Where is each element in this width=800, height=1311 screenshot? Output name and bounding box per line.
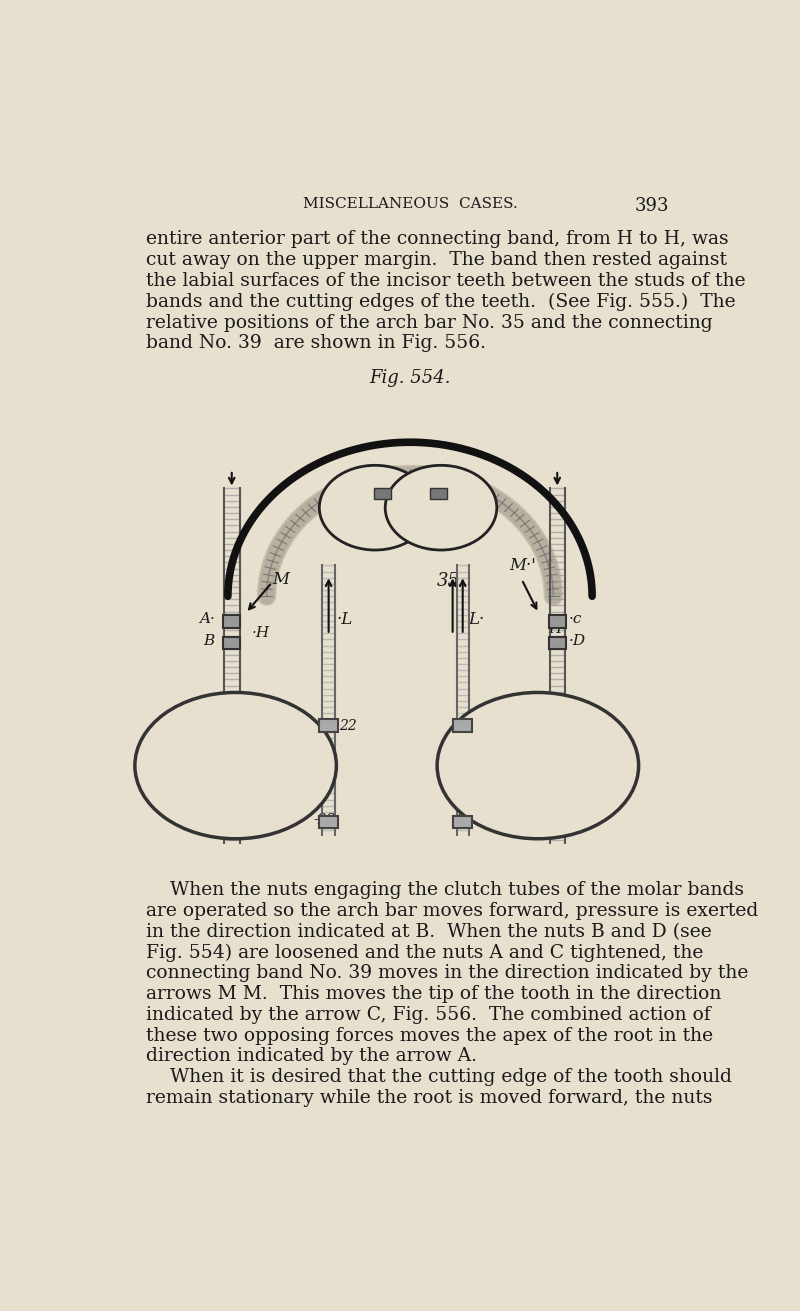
Text: When it is desired that the cutting edge of the tooth should: When it is desired that the cutting edge… [146,1068,732,1087]
Text: -22: -22 [313,813,336,826]
Text: the labial surfaces of the incisor teeth between the studs of the: the labial surfaces of the incisor teeth… [146,273,746,290]
Bar [319,815,338,829]
Bar [454,720,472,732]
Text: cut away on the upper margin.  The band then rested against: cut away on the upper margin. The band t… [146,252,727,269]
Text: 5: 5 [370,498,381,517]
Text: are operated so the arch bar moves forward, pressure is exerted: are operated so the arch bar moves forwa… [146,902,758,920]
Text: connecting band No. 39 moves in the direction indicated by the: connecting band No. 39 moves in the dire… [146,965,749,982]
Text: 35: 35 [437,572,460,590]
Bar [454,815,472,829]
Text: 22: 22 [469,718,486,733]
Text: bands and the cutting edges of the teeth.  (See Fig. 555.)  The: bands and the cutting edges of the teeth… [146,292,736,311]
Bar [549,615,566,628]
Text: direction indicated by the arrow A.: direction indicated by the arrow A. [146,1047,478,1066]
Text: A·: A· [199,612,214,627]
Text: indicated by the arrow C, Fig. 556.  The combined action of: indicated by the arrow C, Fig. 556. The … [146,1006,711,1024]
Text: MISCELLANEOUS  CASES.: MISCELLANEOUS CASES. [302,198,518,211]
Bar [549,637,566,649]
Text: ·D: ·D [569,635,586,648]
Text: 50: 50 [526,756,550,775]
Text: ·c: ·c [569,612,582,627]
Text: entire anterior part of the connecting band, from H to H, was: entire anterior part of the connecting b… [146,231,729,249]
Text: L·: L· [468,611,484,628]
Text: Fig. 554.: Fig. 554. [370,370,450,387]
Text: When the nuts engaging the clutch tubes of the molar bands: When the nuts engaging the clutch tubes … [146,881,745,899]
Bar [319,720,338,732]
Text: band No. 39  are shown in Fig. 556.: band No. 39 are shown in Fig. 556. [146,334,486,353]
Text: ·H: ·H [252,627,270,640]
Bar [223,615,240,628]
Text: 50: 50 [223,756,248,775]
Text: 5: 5 [435,498,446,517]
Ellipse shape [135,692,336,839]
Ellipse shape [386,465,497,551]
Bar [430,489,447,499]
Ellipse shape [437,692,638,839]
Text: ·L: ·L [336,611,353,628]
Text: H·: H· [549,621,566,636]
Text: arrows M M.  This moves the tip of the tooth in the direction: arrows M M. This moves the tip of the to… [146,985,722,1003]
Text: 22.: 22. [456,813,478,826]
Bar [374,489,390,499]
Text: remain stationary while the root is moved forward, the nuts: remain stationary while the root is move… [146,1089,713,1106]
Text: 22: 22 [338,718,357,733]
Text: Fig. 554) are loosened and the nuts A and C tightened, the: Fig. 554) are loosened and the nuts A an… [146,944,704,962]
Text: relative positions of the arch bar No. 35 and the connecting: relative positions of the arch bar No. 3… [146,313,713,332]
Text: B: B [203,635,214,648]
Bar [223,637,240,649]
Text: M: M [272,570,289,587]
Text: in the direction indicated at B.  When the nuts B and D (see: in the direction indicated at B. When th… [146,923,712,941]
Ellipse shape [319,465,431,551]
Text: 393: 393 [634,198,670,215]
Text: these two opposing forces moves the apex of the root in the: these two opposing forces moves the apex… [146,1027,714,1045]
Text: M·': M·' [509,557,536,574]
